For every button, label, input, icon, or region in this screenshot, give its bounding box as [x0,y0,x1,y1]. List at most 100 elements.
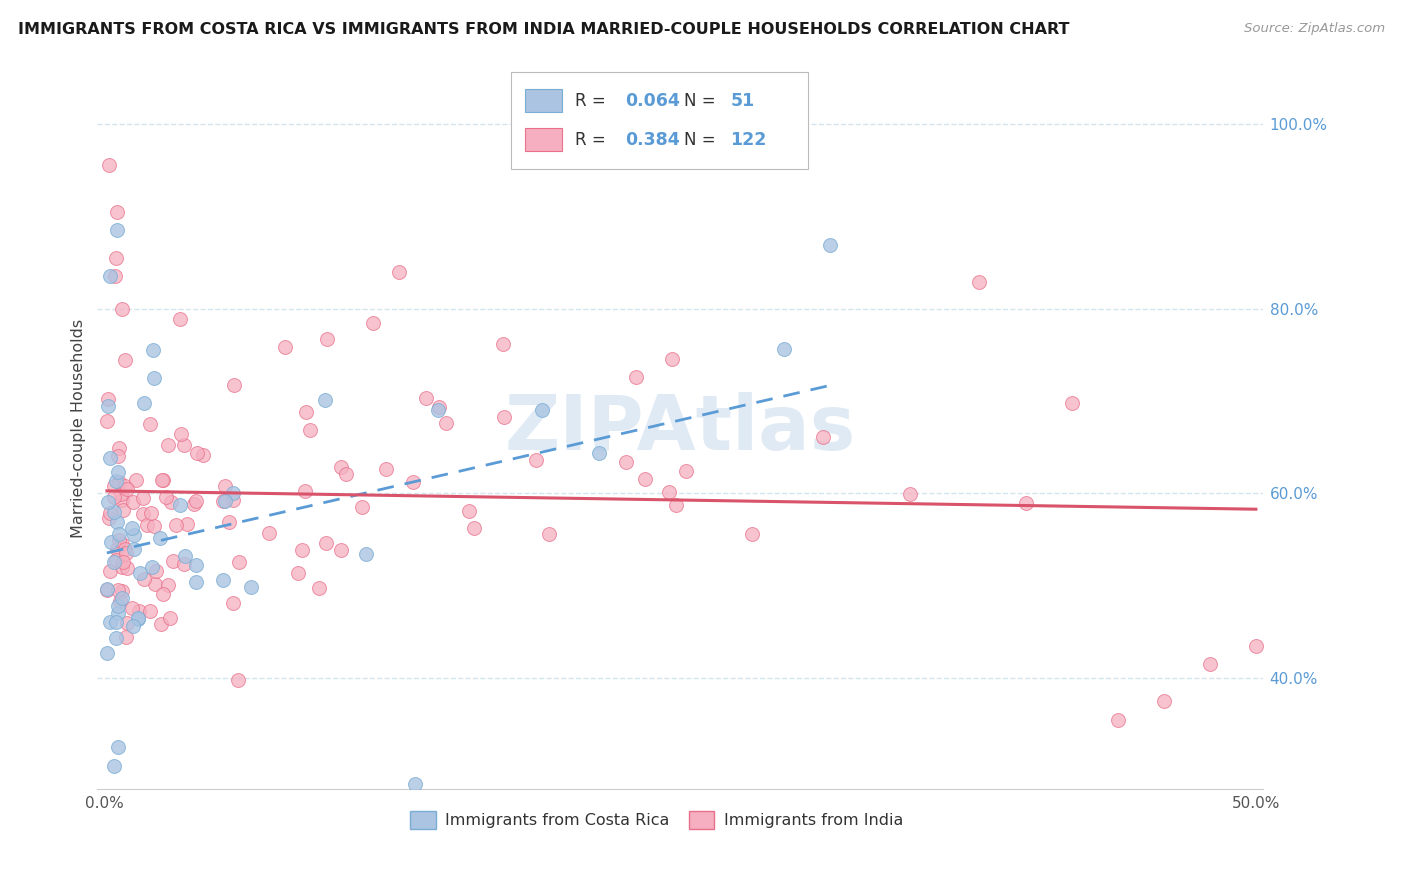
Point [108,442,131,456]
Point [661,352,683,367]
Point [98,506,121,520]
Point [665,499,688,513]
Point [110,559,132,574]
Point [427,400,450,414]
Point [228,555,250,569]
Point [184,494,207,508]
Point [222,378,245,392]
Point [115,561,138,575]
Point [139,506,162,520]
Point [169,499,191,513]
Point [186,446,208,460]
Point [107,526,129,541]
Text: ZIPAtlas: ZIPAtlas [505,392,856,466]
Point [108,533,131,547]
Point [176,517,198,532]
Point [149,531,172,545]
Point [308,582,330,596]
Point [97,399,120,413]
Point [1198,657,1220,672]
Point [274,340,297,354]
Text: N =: N = [683,131,720,149]
Point [218,515,240,529]
Point [131,491,153,505]
Point [350,500,373,514]
Point [183,497,205,511]
Text: 51: 51 [730,92,755,110]
Point [1014,496,1036,510]
Point [315,332,337,346]
Point [105,615,128,629]
Point [156,438,179,452]
Point [98,564,121,578]
Point [159,495,181,509]
Point [173,438,195,452]
Point [329,459,352,474]
Point [114,479,136,493]
Point [347,796,370,810]
Point [222,596,245,610]
Point [588,446,610,460]
Point [96,582,118,597]
Point [103,555,125,569]
Point [97,392,120,406]
Point [741,527,763,541]
Point [103,759,125,773]
FancyBboxPatch shape [524,89,562,112]
Point [155,490,177,504]
Point [107,465,129,479]
Point [122,541,145,556]
Point [103,490,125,504]
Point [315,536,337,550]
Point [402,475,425,489]
Point [111,583,134,598]
Point [127,612,149,626]
Point [818,237,841,252]
Point [96,583,118,598]
Point [108,593,131,607]
Point [524,453,547,467]
Point [97,494,120,508]
Point [105,631,128,645]
Point [112,555,135,569]
Point [463,521,485,535]
Point [329,543,352,558]
Point [110,487,132,501]
Point [111,492,134,507]
Point [354,547,377,561]
Point [1060,395,1083,409]
Point [537,527,560,541]
Text: 122: 122 [730,131,766,149]
Point [361,316,384,330]
Point [111,301,134,316]
Point [374,462,396,476]
Point [162,554,184,568]
Point [811,430,834,444]
Point [110,537,132,551]
Point [107,204,129,219]
Text: 0.064: 0.064 [626,92,681,110]
Point [492,336,515,351]
Point [100,534,122,549]
Point [114,353,136,368]
Point [142,371,165,385]
Point [287,566,309,581]
Point [98,511,121,525]
Point [434,416,457,430]
Point [658,485,681,500]
Point [132,396,155,410]
Point [121,521,143,535]
Point [104,269,127,284]
Text: R =: R = [575,131,612,149]
Point [299,423,322,437]
Point [173,558,195,572]
Point [314,393,336,408]
Point [1244,639,1267,653]
Point [193,448,215,462]
Point [114,541,136,556]
Point [156,578,179,592]
Legend: Immigrants from Costa Rica, Immigrants from India: Immigrants from Costa Rica, Immigrants f… [404,805,910,835]
Point [103,506,125,520]
Point [98,615,121,629]
Point [226,673,249,688]
